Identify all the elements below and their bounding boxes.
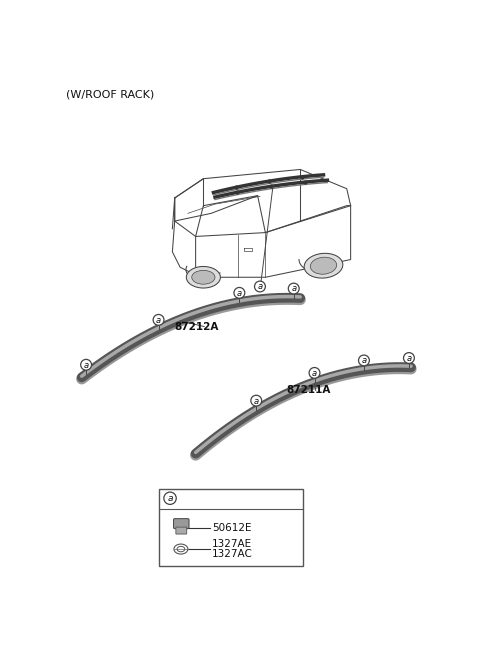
Circle shape — [309, 367, 320, 379]
Ellipse shape — [311, 257, 336, 274]
Text: a: a — [254, 396, 259, 405]
Ellipse shape — [192, 271, 215, 284]
Circle shape — [254, 281, 265, 292]
Text: (W/ROOF RACK): (W/ROOF RACK) — [66, 89, 155, 100]
Text: a: a — [237, 289, 242, 298]
Text: a: a — [156, 316, 161, 325]
Text: a: a — [407, 354, 411, 363]
Text: 87212A: 87212A — [175, 322, 219, 331]
Circle shape — [288, 283, 299, 294]
Text: 1327AC: 1327AC — [212, 550, 253, 559]
Circle shape — [164, 492, 176, 504]
Text: 50612E: 50612E — [212, 523, 252, 533]
Circle shape — [153, 314, 164, 326]
FancyBboxPatch shape — [176, 527, 187, 534]
Text: a: a — [84, 361, 89, 369]
Circle shape — [234, 288, 245, 298]
Ellipse shape — [177, 546, 185, 552]
Text: a: a — [291, 284, 296, 293]
Circle shape — [404, 352, 414, 364]
Ellipse shape — [174, 544, 188, 554]
Circle shape — [359, 355, 370, 366]
Circle shape — [81, 360, 92, 370]
Text: 87211A: 87211A — [286, 385, 331, 396]
Text: 1327AE: 1327AE — [212, 540, 252, 550]
Text: a: a — [257, 282, 263, 291]
Ellipse shape — [304, 253, 343, 278]
Text: a: a — [168, 494, 173, 503]
Circle shape — [251, 395, 262, 406]
FancyBboxPatch shape — [174, 519, 189, 529]
Text: a: a — [312, 369, 317, 378]
FancyBboxPatch shape — [159, 489, 302, 566]
Ellipse shape — [186, 267, 220, 288]
Text: a: a — [361, 356, 367, 365]
